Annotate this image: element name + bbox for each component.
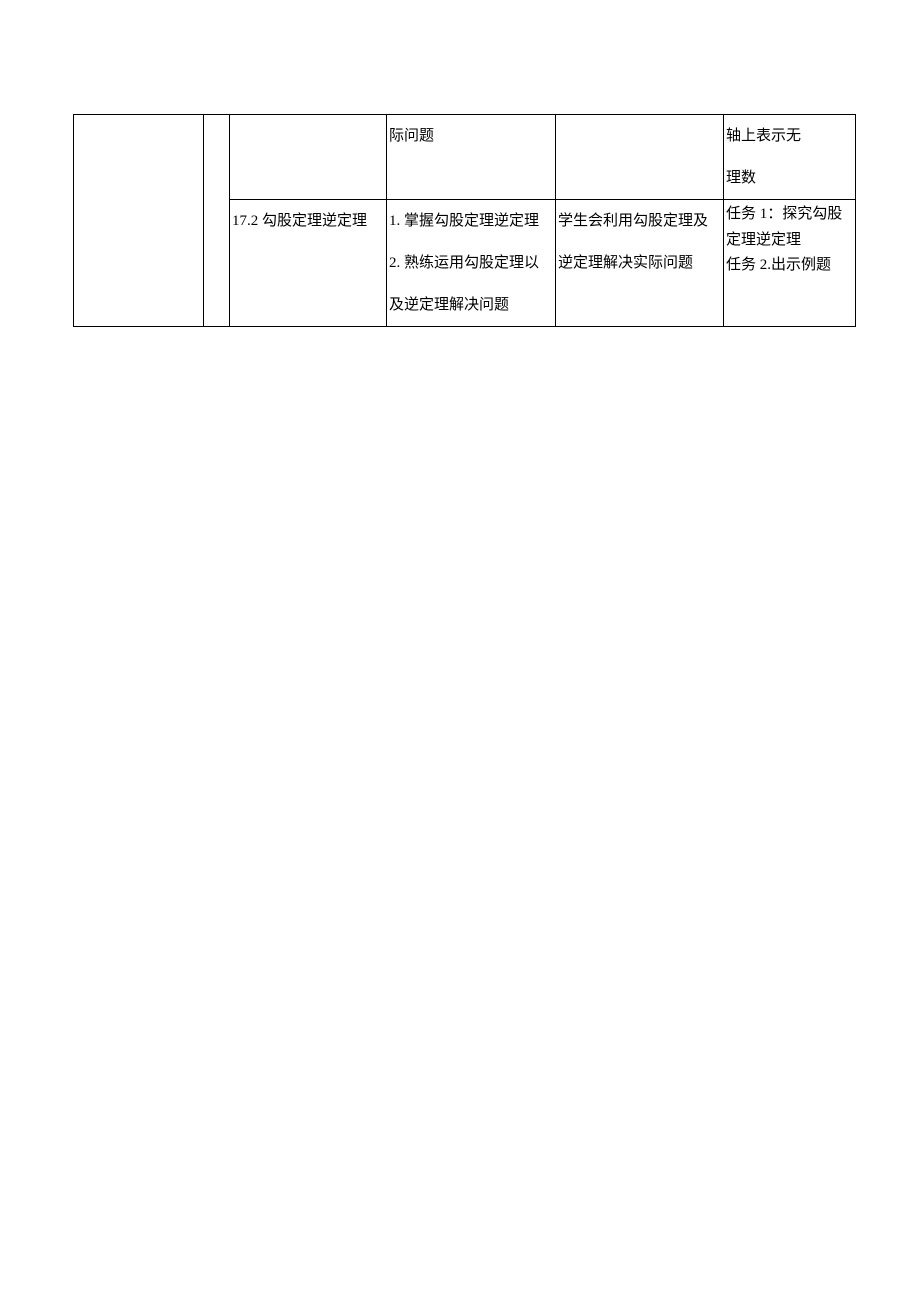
cell-objectives-prev: 际问题 — [387, 115, 556, 200]
cell-text: 理数 — [726, 157, 853, 199]
cell-text: 际问题 — [387, 115, 555, 157]
cell-text: 17.2 勾股定理逆定理 — [230, 200, 386, 242]
cell-col1 — [74, 115, 204, 327]
cell-col2 — [204, 115, 230, 327]
cell-section-title: 17.2 勾股定理逆定理 — [230, 200, 387, 327]
cell-objectives: 1. 掌握勾股定理逆定理2. 熟练运用勾股定理以及逆定理解决问题 — [387, 200, 556, 327]
cell-section-title-prev — [230, 115, 387, 200]
cell-text: 轴上表示无 — [726, 115, 853, 157]
cell-text: 1. 掌握勾股定理逆定理2. 熟练运用勾股定理以及逆定理解决问题 — [387, 200, 555, 326]
cell-text: 学生会利用勾股定理及逆定理解决实际问题 — [556, 200, 723, 284]
table-row: 际问题 轴上表示无 理数 — [74, 115, 856, 200]
cell-outcomes-prev — [556, 115, 724, 200]
curriculum-table: 际问题 轴上表示无 理数 17.2 勾股定理逆定理 1. 掌握勾股定理逆定理2.… — [73, 114, 856, 327]
cell-outcomes: 学生会利用勾股定理及逆定理解决实际问题 — [556, 200, 724, 327]
cell-tasks: 任务 1：探究勾股定理逆定理任务 2.出示例题 — [724, 200, 856, 327]
cell-text: 任务 1：探究勾股定理逆定理任务 2.出示例题 — [724, 200, 855, 279]
cell-tasks-prev: 轴上表示无 理数 — [724, 115, 856, 200]
